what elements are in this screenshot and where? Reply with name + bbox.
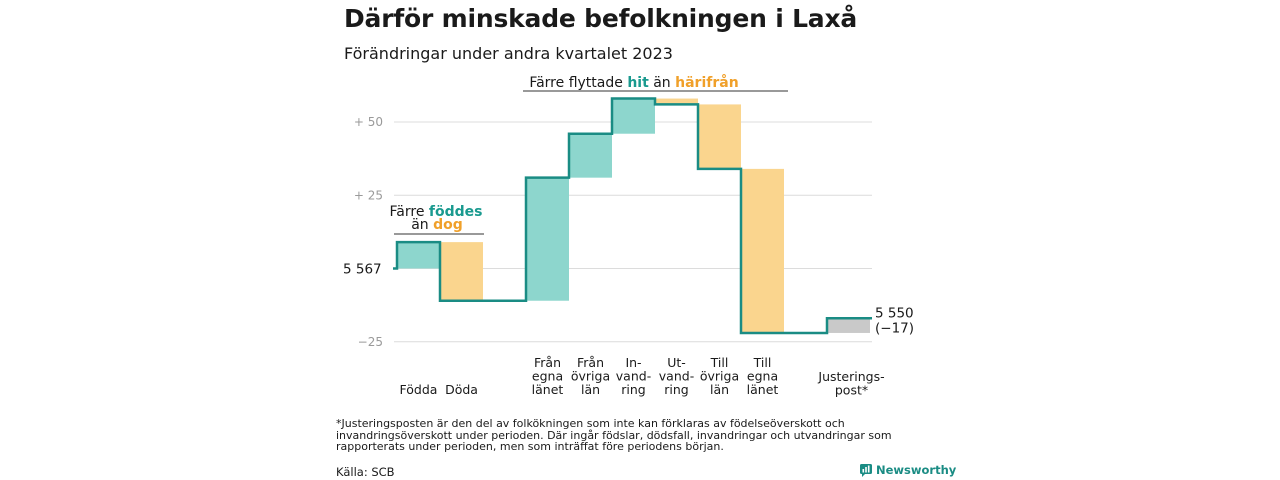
x-tick-label: post* <box>835 383 868 398</box>
x-tick-label: övriga <box>700 369 739 384</box>
end-value-label: 5 550 <box>875 305 914 321</box>
chart-title: Därför minskade befolkningen i Laxå <box>344 4 858 33</box>
bar-födda <box>397 242 440 269</box>
x-tick-label: vand- <box>659 369 694 384</box>
bar-justeringspost <box>827 318 870 333</box>
bar-tillegnalänet <box>741 168 784 333</box>
brand-logo: Newsworthy <box>860 463 956 477</box>
x-tick-label: egna <box>532 369 563 384</box>
x-tick-label: Ut- <box>667 355 686 370</box>
waterfall-step-line <box>393 97 872 335</box>
source-label: Källa: SCB <box>336 465 395 479</box>
x-tick-label: övriga <box>571 369 610 384</box>
x-tick-label: Döda <box>445 382 478 397</box>
x-tick-label: Till <box>710 355 729 370</box>
bar-frånegnalänet <box>526 177 569 301</box>
x-tick-label: In- <box>625 355 641 370</box>
migration-annotation: Färre flyttade hit än härifrån <box>529 74 738 91</box>
x-tick-label: länet <box>747 382 779 397</box>
y-tick-label: −25 <box>358 335 383 349</box>
births-annotation-line1: Färre föddes <box>390 204 483 220</box>
x-tick-label: vand- <box>616 369 651 384</box>
x-tick-label: ring <box>664 382 688 397</box>
x-tick-label: län <box>710 382 729 397</box>
bar-utvandring <box>655 98 698 105</box>
footnote: *Justeringsposten är den del av folkökni… <box>336 417 892 453</box>
x-tick-label: ring <box>621 382 645 397</box>
y-tick-label: + 50 <box>354 115 383 129</box>
end-change-label: (−17) <box>875 320 914 336</box>
x-tick-label: Födda <box>400 382 438 397</box>
bar-invandring <box>612 98 655 134</box>
bar-tillövrigalän <box>698 104 741 169</box>
grid-lines <box>394 121 872 343</box>
x-axis-labels: Födda DödaFrånegnalänetFrånövrigalänIn-va… <box>400 355 885 398</box>
newsworthy-icon <box>860 463 872 477</box>
start-value-label: 5 567 <box>343 262 382 278</box>
y-axis-labels: + 50 + 25 −25 5 567 5 550(−17) <box>343 115 914 349</box>
x-tick-label: Från <box>577 355 604 370</box>
bar-döda <box>440 242 483 301</box>
chart-subtitle: Förändringar under andra kvartalet 2023 <box>344 44 673 63</box>
x-tick-label: länet <box>532 382 564 397</box>
x-tick-label: Justerings- <box>817 369 884 384</box>
x-tick-label: Till <box>753 355 772 370</box>
brand-name: Newsworthy <box>876 463 957 477</box>
bars <box>397 98 870 333</box>
x-tick-label: egna <box>747 369 778 384</box>
y-tick-label: + 25 <box>354 188 383 202</box>
step-line <box>393 97 872 335</box>
x-tick-label: län <box>581 382 600 397</box>
bar-frånövrigalän <box>569 133 612 178</box>
x-tick-label: Från <box>534 355 561 370</box>
births-annotation-line2: än dog <box>411 217 463 233</box>
